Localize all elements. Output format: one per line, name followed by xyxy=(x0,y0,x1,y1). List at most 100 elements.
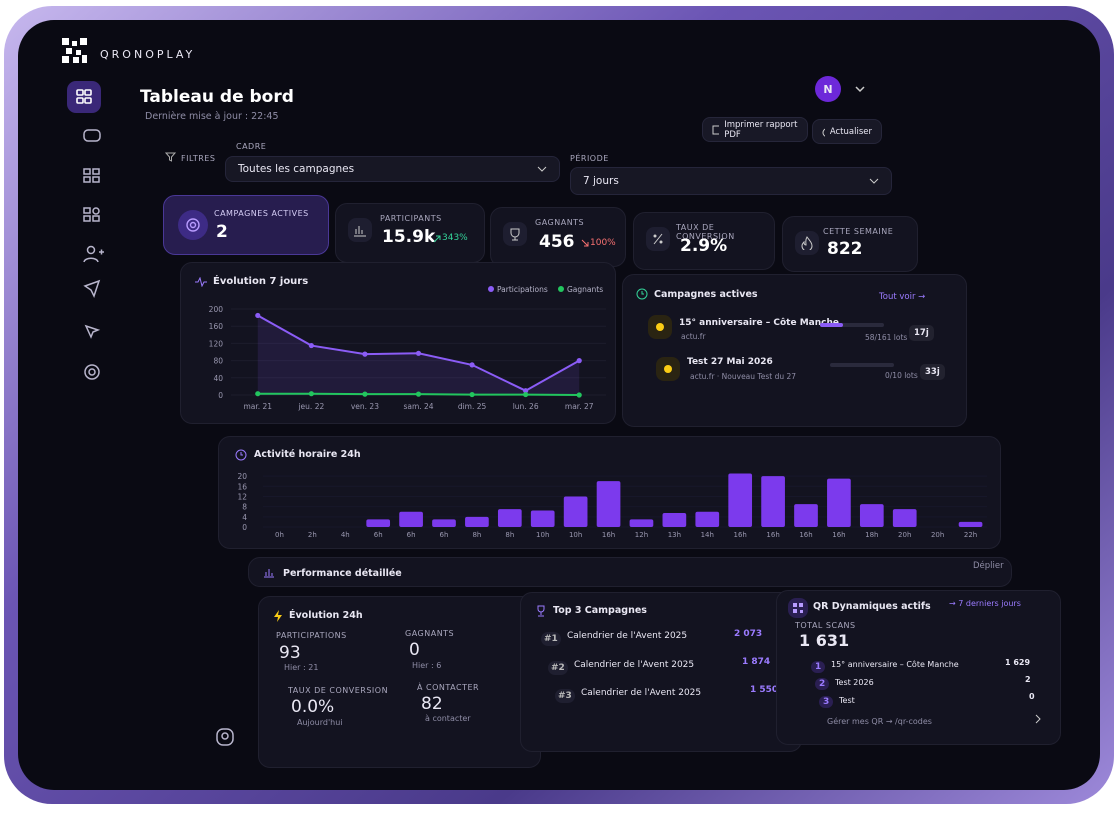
kpi-label: TAUX DE CONVERSION xyxy=(676,223,735,241)
x-tick-label: 16h xyxy=(766,531,779,539)
x-tick-label: 8h xyxy=(505,531,514,539)
nav-icons[interactable] xyxy=(74,120,434,390)
account-chevron[interactable] xyxy=(854,84,866,94)
filter-icon xyxy=(165,152,176,162)
panel-title: Activité horaire 24h xyxy=(254,449,361,460)
bar xyxy=(530,510,555,527)
campaign-name[interactable]: Test 27 Mai 2026 xyxy=(687,357,773,367)
point xyxy=(576,392,582,398)
x-tick-label: mar. 21 xyxy=(243,402,272,411)
y-tick-label: 16 xyxy=(237,482,247,491)
kpi-card: CETTE SEMAINE 822 xyxy=(782,216,918,272)
manage-link[interactable]: Gérer mes QR → /qr-codes xyxy=(827,717,932,726)
brand: QRONOPLAY xyxy=(100,48,196,61)
stat-label: PARTICIPATIONS xyxy=(276,631,347,640)
period-value: 7 jours xyxy=(583,175,619,187)
line-chart: 0 40 80 120 160 200 mar. 21 jeu. 22 ven. 23 sam. … xyxy=(209,285,606,411)
period-select[interactable]: 7 jours xyxy=(570,167,892,195)
bar xyxy=(366,519,391,527)
x-tick-label: dim. 25 xyxy=(458,402,487,411)
hourly-panel: Activité horaire 24h 0 4 8 12 16 20 0h 2h 4h 6h 6h… xyxy=(218,436,1001,549)
bar xyxy=(465,516,489,527)
panel-title: Campagnes actives xyxy=(654,289,758,300)
trophy-icon xyxy=(537,605,545,617)
refresh-label: Actualiser xyxy=(829,126,872,137)
legend-label: Gagnants xyxy=(567,285,603,294)
x-tick-label: 16h xyxy=(832,531,845,539)
point xyxy=(362,391,368,397)
evolution-24h: Évolution 24h PARTICIPATIONS 93 Hier : 2… xyxy=(258,596,541,768)
point xyxy=(576,358,582,364)
y-tick-label: 120 xyxy=(209,339,224,348)
qr-name: Test 2026 xyxy=(835,678,874,687)
kpi-value: 2 xyxy=(216,222,228,242)
frame-select[interactable]: Toutes les campagnes xyxy=(225,156,560,182)
see-all-link[interactable]: Tout voir → xyxy=(879,292,926,302)
bar xyxy=(761,476,785,527)
expand-toggle[interactable]: Déplier xyxy=(973,561,1004,571)
nav-dashboard[interactable] xyxy=(67,81,101,113)
stat-note: à contacter xyxy=(425,714,471,723)
point xyxy=(469,391,475,398)
x-tick-label: 22h xyxy=(964,531,977,539)
campaign-icon xyxy=(648,315,672,339)
nav-account[interactable] xyxy=(214,726,236,748)
top3-box: Top 3 Campagnes #1 Calendrier de l'Avent… xyxy=(520,592,802,752)
x-tick-label: jeu. 22 xyxy=(297,402,324,411)
campaign-name[interactable]: 15° anniversaire – Côte Manche xyxy=(679,318,839,328)
panel-title: Évolution 7 jours xyxy=(213,276,309,287)
campaign-lots: 58/161 lots xyxy=(865,333,908,342)
stat-note: Aujourd'hui xyxy=(297,718,343,727)
qr-name: Test xyxy=(839,696,855,705)
performance-header[interactable]: Performance détaillée Déplier xyxy=(248,557,1012,587)
bar xyxy=(432,519,456,527)
qr-rank: 1 xyxy=(811,661,826,673)
campaign-source: actu.fr · Nouveau Test du 27 xyxy=(690,372,797,381)
rank: #3 xyxy=(555,689,575,703)
stat-value: 0.0% xyxy=(291,697,335,717)
qr-scans: 0 xyxy=(1029,692,1035,701)
y-tick-label: 80 xyxy=(213,357,223,366)
campaign-days: 33j xyxy=(920,364,945,380)
point xyxy=(255,312,261,319)
x-tick-label: 12h xyxy=(635,531,648,539)
range-link[interactable]: → 7 derniers jours xyxy=(949,599,1021,608)
bar xyxy=(827,478,851,527)
y-tick-label: 8 xyxy=(242,503,247,512)
up-arrow xyxy=(433,235,441,242)
campaign-name: Calendrier de l'Avent 2025 xyxy=(574,660,695,670)
kpi-label: CETTE SEMAINE xyxy=(823,227,894,236)
kpi-delta-value: 343% xyxy=(442,233,468,243)
x-tick-label: 10h xyxy=(536,531,549,539)
section-title: Performance détaillée xyxy=(283,568,402,579)
filters-label: FILTRES xyxy=(181,154,216,163)
print-button[interactable]: Imprimer rapport PDF xyxy=(702,117,808,142)
point xyxy=(362,351,368,357)
stat-label: À CONTACTER xyxy=(417,683,480,692)
bar xyxy=(892,509,917,527)
legend-label: Participations xyxy=(497,285,548,294)
clock-icon xyxy=(636,288,648,300)
x-tick-label: 20h xyxy=(898,531,911,539)
x-tick-label: 16h xyxy=(734,531,747,539)
kpi-icon xyxy=(795,231,819,255)
bar xyxy=(728,473,753,527)
kpi-delta: 343% xyxy=(433,233,468,243)
campaign-score: 2 073 xyxy=(734,629,763,639)
campaign-name: Calendrier de l'Avent 2025 xyxy=(581,688,702,698)
x-tick-label: 8h xyxy=(472,531,481,539)
x-tick-label: 14h xyxy=(701,531,714,539)
bar xyxy=(629,519,654,527)
refresh-icon xyxy=(822,128,825,137)
x-tick-label: 20h xyxy=(931,531,944,539)
total-label: TOTAL SCANS xyxy=(795,621,856,630)
avatar[interactable]: N xyxy=(815,76,841,102)
bar xyxy=(662,513,687,527)
refresh-button[interactable]: Actualiser xyxy=(812,119,882,144)
rank: #1 xyxy=(541,632,561,646)
qr-scans: 1 629 xyxy=(1005,658,1031,667)
kpi-label: GAGNANTS xyxy=(535,218,585,227)
legend-swatch xyxy=(488,286,494,292)
kpi-card: TAUX DE CONVERSION 2.9% xyxy=(633,212,775,270)
